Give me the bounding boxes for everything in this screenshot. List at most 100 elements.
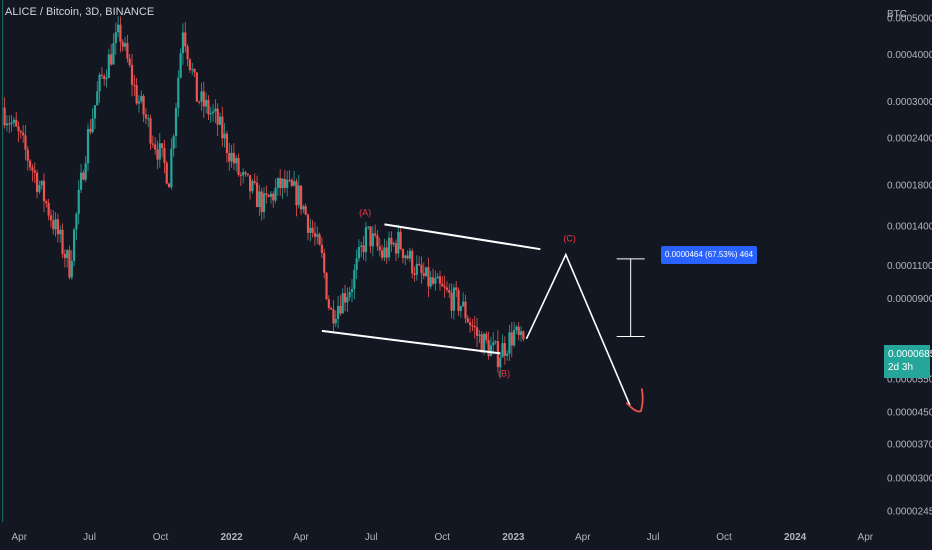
price-range-label: 0.0000464 (67.53%) 464 (661, 246, 758, 264)
candle-body (144, 114, 147, 119)
symbol-title[interactable]: ALICE / Bitcoin, 3D, BINANCE (5, 6, 155, 18)
candle-body (181, 32, 185, 54)
candle-body (387, 237, 391, 258)
candle (17, 121, 20, 143)
candle (89, 119, 92, 135)
candle (66, 248, 69, 268)
wedge-lower-line[interactable] (321, 329, 501, 355)
candle (394, 239, 398, 261)
candle-body (128, 58, 131, 65)
candle-body (448, 289, 451, 293)
candle (306, 213, 310, 241)
candle-body (205, 99, 208, 107)
candle (251, 179, 254, 194)
projection-path[interactable] (525, 252, 631, 406)
candle (374, 224, 377, 238)
candle (448, 283, 451, 298)
candle-body (260, 191, 263, 213)
candle (174, 102, 178, 148)
candle (161, 143, 164, 157)
candle-body (443, 286, 446, 288)
price-tick-label: 0.0000900 (887, 294, 932, 305)
candle-body (508, 332, 511, 354)
candle (471, 319, 474, 332)
candle (33, 162, 36, 184)
candle-body (281, 178, 284, 189)
candle-body (279, 178, 282, 189)
candle (323, 248, 326, 279)
candle-body (251, 181, 254, 192)
candle (218, 112, 222, 126)
candle (142, 94, 145, 123)
candle (348, 286, 351, 301)
candle-body (52, 220, 55, 230)
price-tick-label: 0.0003000 (887, 97, 932, 108)
candle (480, 331, 483, 353)
candle (281, 177, 284, 199)
candle (431, 268, 435, 286)
candle (330, 306, 333, 311)
time-tick-label: Oct (153, 532, 169, 543)
candle-body (154, 144, 157, 150)
candle-body (427, 267, 430, 287)
candle (237, 153, 240, 177)
candle (343, 284, 347, 312)
time-tick-label: Jul (365, 532, 378, 543)
candle (515, 324, 518, 335)
candle (191, 62, 194, 76)
candle-body (179, 53, 182, 78)
candle-body (425, 267, 428, 276)
candle-body (369, 226, 372, 247)
candle-body (123, 43, 127, 47)
candle (334, 310, 337, 328)
candle (299, 185, 303, 215)
candle-body (265, 193, 268, 195)
candle-body (302, 206, 305, 210)
candle-body (184, 32, 187, 47)
candle-body (103, 75, 106, 80)
candle-body (170, 148, 173, 188)
candle-body (499, 357, 502, 368)
candle-body (100, 74, 103, 76)
candle-body (255, 182, 259, 208)
candle (269, 191, 273, 204)
candle-body (66, 250, 69, 259)
candle-body (337, 305, 340, 319)
candle (353, 264, 356, 300)
candle (200, 82, 203, 111)
candle-body (482, 333, 486, 353)
candle-body (306, 214, 310, 233)
wedge-upper-line[interactable] (384, 223, 541, 251)
candle-body (450, 292, 453, 311)
candle (147, 114, 150, 128)
wave-labels: (A) (B) (C) (359, 207, 576, 378)
candle (49, 209, 53, 228)
candle-body (24, 135, 27, 150)
candle (77, 179, 80, 225)
candle-body (480, 334, 483, 353)
candle (337, 295, 340, 329)
candle (413, 266, 416, 282)
candle-body (249, 175, 252, 192)
candle (401, 248, 405, 264)
candle-body (63, 253, 66, 259)
candle (86, 123, 90, 172)
candle (225, 130, 229, 163)
candle (15, 111, 18, 128)
candle (181, 23, 185, 65)
candle (239, 172, 242, 186)
candle (272, 191, 275, 208)
candle-body (325, 272, 328, 300)
candle-body (485, 333, 488, 341)
candle (429, 271, 432, 290)
price-tick-label: 0.0000550 (887, 374, 932, 385)
candle (510, 322, 513, 358)
candle-body (77, 189, 80, 214)
candle-body (239, 174, 242, 176)
candle (172, 133, 175, 157)
candle (411, 248, 414, 279)
candle-body (149, 118, 152, 144)
candle-body (299, 185, 303, 210)
candle-body (258, 191, 261, 208)
